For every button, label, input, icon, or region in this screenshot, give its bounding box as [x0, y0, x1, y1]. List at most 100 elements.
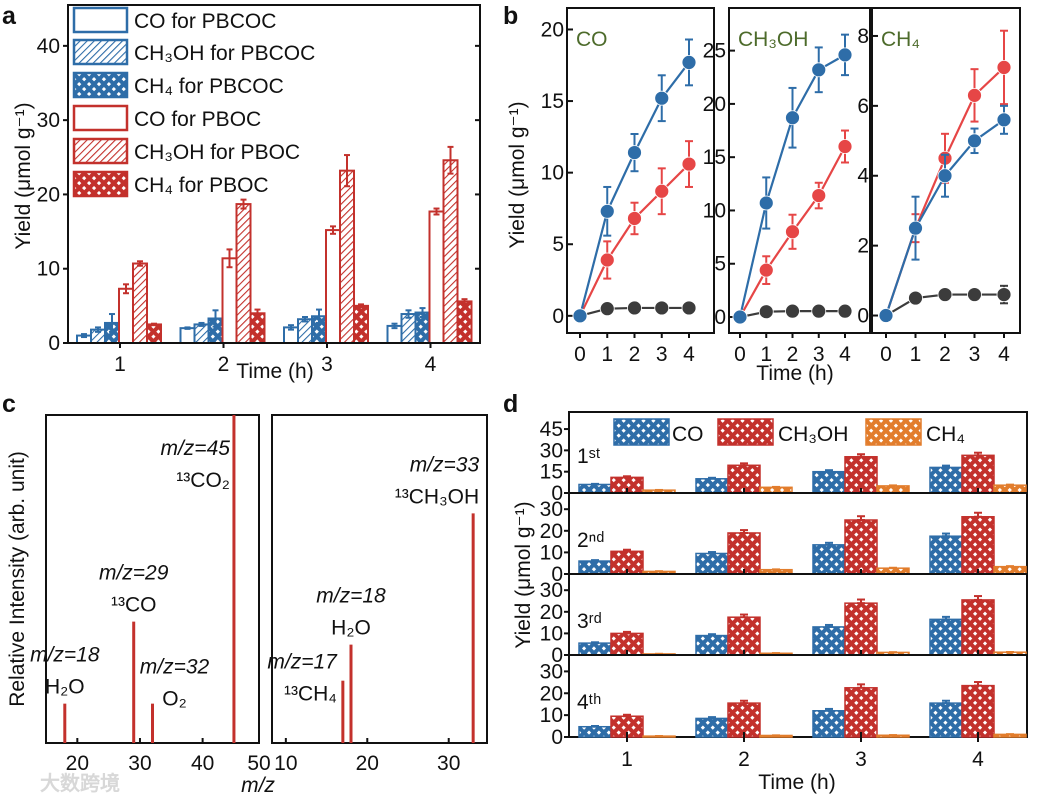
legend-label: CH₃OH for PBCOC	[134, 42, 315, 65]
peak-mz-label: m/z=33	[410, 453, 480, 476]
bar	[929, 466, 963, 494]
x-tick-label: 2	[787, 343, 799, 366]
panel-label-b: b	[503, 2, 518, 30]
y-tick-label: 20	[37, 183, 60, 206]
panel-label-a: a	[2, 2, 17, 30]
x-axis-label: Time (h)	[756, 362, 833, 385]
y-axis-label: Yield (μmol g⁻¹)	[12, 102, 35, 249]
watermark-logo: 大数跨境	[40, 771, 120, 795]
data-point	[627, 211, 642, 226]
bar	[876, 485, 910, 494]
panel-label-d: d	[503, 390, 518, 418]
bar	[353, 304, 369, 345]
x-tick-label: 2	[629, 343, 641, 366]
x-tick-label: 1	[114, 353, 126, 376]
bar	[325, 229, 341, 344]
peak-species-label: ¹³CH₃OH	[395, 485, 479, 508]
y-tick-label: 10	[703, 199, 726, 222]
y-axis-label: Yield (μmol g⁻¹)	[506, 101, 529, 248]
y-tick-label: 0	[551, 644, 563, 667]
data-point	[654, 300, 670, 316]
y-tick-label: 6	[857, 95, 869, 118]
legend-swatch	[72, 104, 129, 132]
y-tick-label: 0	[48, 332, 60, 355]
y-tick-label: 0	[551, 563, 563, 586]
cycle-label: 3ʳᵈ	[577, 610, 602, 633]
x-tick-label: 4	[998, 343, 1010, 366]
legend-label: CO for PBCOC	[134, 10, 276, 33]
cycle-label: 4ᵗʰ	[577, 691, 601, 714]
peak-mz-label: m/z=29	[99, 562, 169, 585]
data-point	[937, 287, 953, 302]
bar	[727, 616, 761, 656]
bar	[727, 702, 761, 738]
legend-swatch	[72, 71, 129, 99]
bar	[844, 602, 878, 656]
bar	[578, 725, 612, 738]
peak-mz-label: m/z=45	[160, 437, 230, 460]
cycle-label: 2ⁿᵈ	[577, 529, 604, 552]
x-tick-label: 50	[247, 752, 270, 775]
subplot-title: CO	[576, 28, 608, 51]
panel-d: d01530451ˢᵗ01020302ⁿᵈ01020303ʳᵈ01020304ᵗ…	[503, 390, 1028, 794]
data-point	[681, 300, 697, 316]
bar	[695, 717, 729, 738]
x-tick-label: 3	[321, 353, 333, 376]
legend-label: CH₄	[926, 423, 965, 446]
data-point	[599, 203, 615, 219]
data-point	[837, 303, 853, 319]
bar	[118, 287, 134, 344]
y-tick-label: 30	[540, 439, 563, 462]
bar	[844, 456, 878, 494]
x-tick-label: 30	[437, 752, 460, 775]
data-point	[785, 110, 800, 126]
legend-label: CH₄ for PBCOC	[134, 75, 284, 98]
legend-label: CH₃OH	[778, 423, 848, 446]
peak-species-label: O₂	[162, 688, 187, 711]
x-tick-label: 0	[574, 343, 586, 366]
data-point	[599, 252, 615, 268]
data-point	[758, 304, 774, 320]
data-point	[811, 188, 827, 203]
x-tick-label: 20	[66, 752, 89, 775]
bar	[929, 535, 963, 575]
y-tick-label: 10	[541, 162, 564, 185]
subplot-title: CH₃OH	[738, 28, 808, 51]
x-axis-label: Time (h)	[758, 771, 835, 794]
cycle-label: 1ˢᵗ	[577, 445, 600, 468]
peak-species-label: ¹³CH₄	[284, 683, 337, 706]
x-tick-label: 2	[218, 353, 230, 376]
legend-swatch	[72, 170, 129, 198]
legend-swatch	[613, 418, 670, 446]
y-tick-label: 20	[541, 18, 564, 41]
data-point	[996, 60, 1012, 75]
y-axis-label: Yield (μmol g⁻¹)	[512, 501, 535, 648]
x-tick-label: 10	[274, 752, 297, 775]
y-tick-label: 0	[552, 305, 564, 328]
bar	[961, 599, 995, 656]
panel-label-c: c	[2, 390, 16, 418]
bar	[339, 169, 355, 344]
legend-swatch	[72, 6, 129, 34]
x-tick-label: 40	[191, 752, 214, 775]
bar	[578, 483, 612, 494]
y-tick-label: 5	[552, 233, 564, 256]
peak-mz-label: m/z=17	[267, 651, 338, 674]
bar	[695, 552, 729, 575]
y-tick-label: 25	[703, 40, 726, 63]
y-tick-label: 10	[37, 258, 60, 281]
data-point	[837, 47, 853, 63]
bar	[146, 323, 162, 344]
x-tick-label: 3	[656, 343, 668, 366]
y-tick-label: 0	[551, 726, 563, 749]
data-point	[599, 301, 615, 317]
x-tick-label: 3	[969, 343, 981, 366]
bar	[727, 532, 761, 575]
x-tick-label: 0	[880, 343, 892, 366]
bar	[961, 684, 995, 738]
data-point	[908, 290, 923, 306]
data-point	[908, 220, 923, 236]
data-point	[937, 168, 953, 184]
